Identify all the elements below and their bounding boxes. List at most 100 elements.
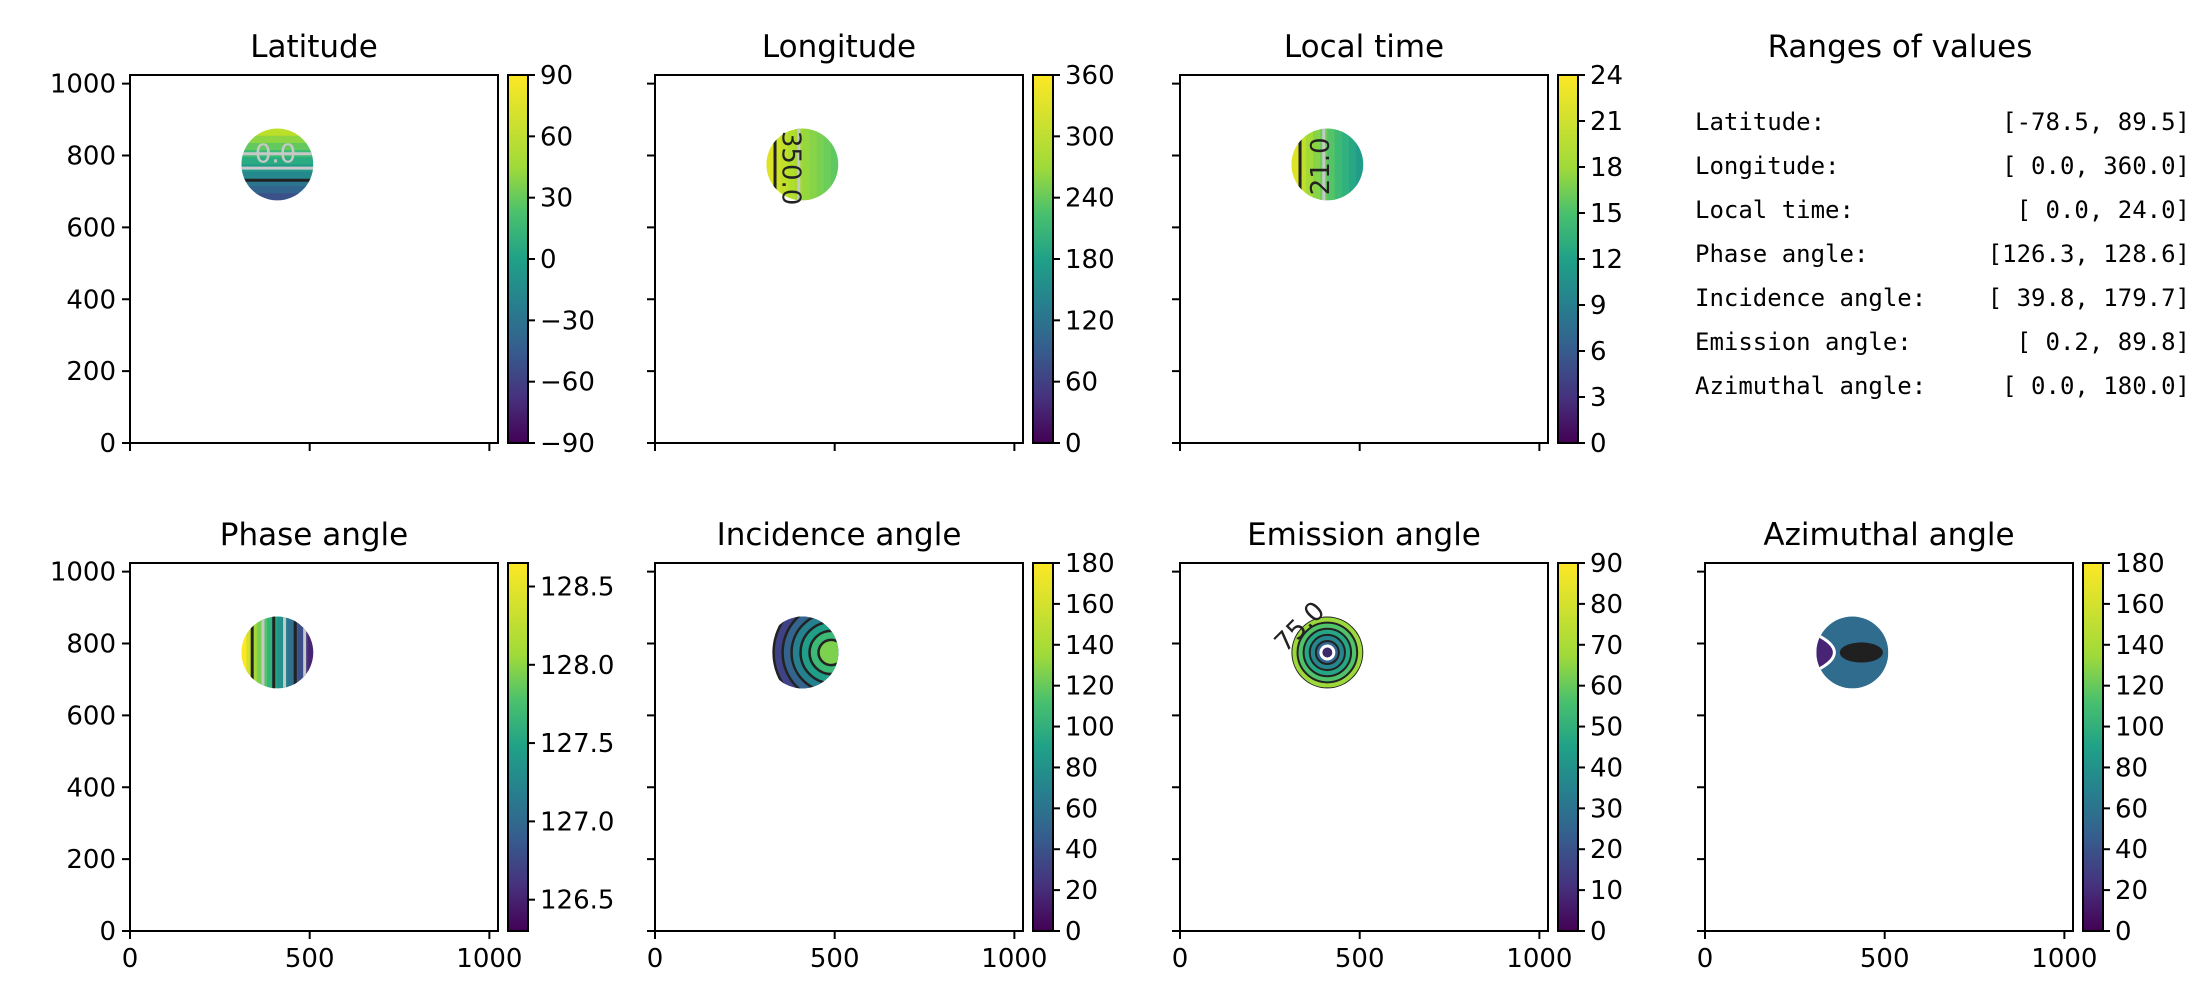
range-label: Latitude: [1695,108,1825,136]
colorbar-tick-label: 127.0 [540,807,614,837]
colorbar-tick-label: 60 [1065,368,1098,398]
colorbar-tick-label: 100 [2115,713,2165,743]
colorbar-tick-label: 0 [1590,429,1607,459]
x-tick-label: 1000 [1506,944,1572,974]
x-tick-label: 0 [1697,944,1714,974]
panel-incidence-angle: Incidence angle 0 500 1000 0 20 40 60 80 100 120 14… [647,517,1115,974]
y-tick-label: 800 [66,630,116,660]
y-tick-label: 400 [66,773,116,803]
range-value: [ 0.0, 360.0] [2002,152,2190,180]
range-value: [126.3, 128.6] [1988,240,2190,268]
colorbar-tick-label: 127.5 [540,729,614,759]
colorbar [1557,562,1579,932]
panel-latitude: Latitude 0 200 400 600 800 1000 0.0 −90 −60 −30 0 30… [50,29,595,459]
colorbar-tick-label: 180 [1065,549,1115,579]
disk-band [241,142,314,152]
contour-label: 0.0 [255,140,296,170]
disk-band [802,128,811,201]
colorbar-tick-label: 20 [1065,876,1098,906]
range-value: [ 39.8, 179.7] [1988,284,2190,312]
x-tick-label: 1000 [2031,944,2097,974]
range-value: [ 0.0, 180.0] [2002,372,2190,400]
x-tick-label: 500 [1335,944,1385,974]
disk-band [277,616,284,689]
contour-ring [817,638,839,667]
disk-band [246,616,253,689]
colorbar-tick-label: 40 [1590,753,1623,783]
disk-band [251,616,258,689]
colorbar-tick-label: 0 [1590,917,1607,947]
disk-band [267,616,274,689]
contour-label: 350.0 [776,131,806,205]
disk-image [766,128,839,201]
disk-band [241,616,248,689]
disk-band [1291,128,1300,201]
colorbar-tick-label: 120 [2115,672,2165,702]
disk-band [766,128,775,201]
axes-frame [1704,562,2074,932]
colorbar-tick-label: 20 [1590,835,1623,865]
disk-band [1298,128,1307,201]
y-tick-label: 1000 [50,70,116,100]
disk-band [780,128,789,201]
disk-band [1341,128,1350,201]
disk-band [241,178,314,188]
range-value: [ 0.0, 24.0] [2017,196,2190,224]
colorbar-tick-label: 120 [1065,672,1115,702]
colorbar-tick-label: −90 [540,429,595,459]
colorbar-tick-label: 300 [1065,122,1115,152]
disk-band [787,128,797,201]
panel-longitude: Longitude 350.0 0 60 120 180 240 300 360 [647,29,1115,459]
colorbar-tick-label: 18 [1590,153,1623,183]
colorbar-tick-label: 60 [1065,794,1098,824]
colorbar-tick-label: 128.5 [540,572,614,602]
colorbar-tick-label: 140 [2115,631,2165,661]
disk-band [256,616,263,689]
colorbar [2082,562,2104,932]
x-tick-label: 500 [1860,944,1910,974]
disk-band [1327,128,1336,201]
axes-frame [654,74,1024,444]
panel-title: Emission angle [1247,517,1481,553]
colorbar [1557,74,1579,444]
panel-title: Longitude [762,29,916,65]
colorbar-tick-label: 128.0 [540,651,614,681]
colorbar-tick-label: 180 [1065,245,1115,275]
colorbar-tick-label: 90 [540,61,573,91]
colorbar-tick-label: 80 [1590,590,1623,620]
colorbar-tick-label: 12 [1590,245,1623,275]
panel-azimuthal-angle: Azimuthal angle 0 500 1000 0 20 40 60 80 100 120 14… [1697,517,2165,974]
disk-band [1348,128,1358,201]
colorbar [507,74,529,444]
disk-band [241,186,314,195]
disk-band [241,128,314,137]
panel-title: Latitude [250,29,378,65]
colorbar-tick-label: 0 [1065,429,1082,459]
axes-frame [1179,562,1549,932]
panel-title: Azimuthal angle [1763,517,2014,553]
disk-band [272,616,279,689]
disk-band [809,128,818,201]
range-label: Azimuthal angle: [1695,372,1926,400]
range-label: Incidence angle: [1695,284,1926,312]
disk-image [772,616,839,689]
colorbar-tick-label: 0 [540,245,557,275]
disk-image [241,128,314,201]
disk-band [241,171,314,180]
contour-line [1816,633,1836,672]
colorbar-tick-label: 0 [1065,917,1082,947]
disk-band [241,193,314,201]
colorbar-tick-label: 0 [2115,917,2132,947]
colorbar-tick-label: 60 [540,122,573,152]
disk-band [241,135,314,144]
y-tick-label: 400 [66,285,116,315]
range-value: [ 0.2, 89.8] [2017,328,2190,356]
colorbar-tick-label: 24 [1590,61,1623,91]
panel-title: Local time [1284,29,1444,65]
colorbar-tick-label: 10 [1590,876,1623,906]
range-label: Phase angle: [1695,240,1868,268]
colorbar-tick-label: 20 [2115,876,2148,906]
disk-band [287,616,294,689]
colorbar-tick-label: 126.5 [540,886,614,916]
